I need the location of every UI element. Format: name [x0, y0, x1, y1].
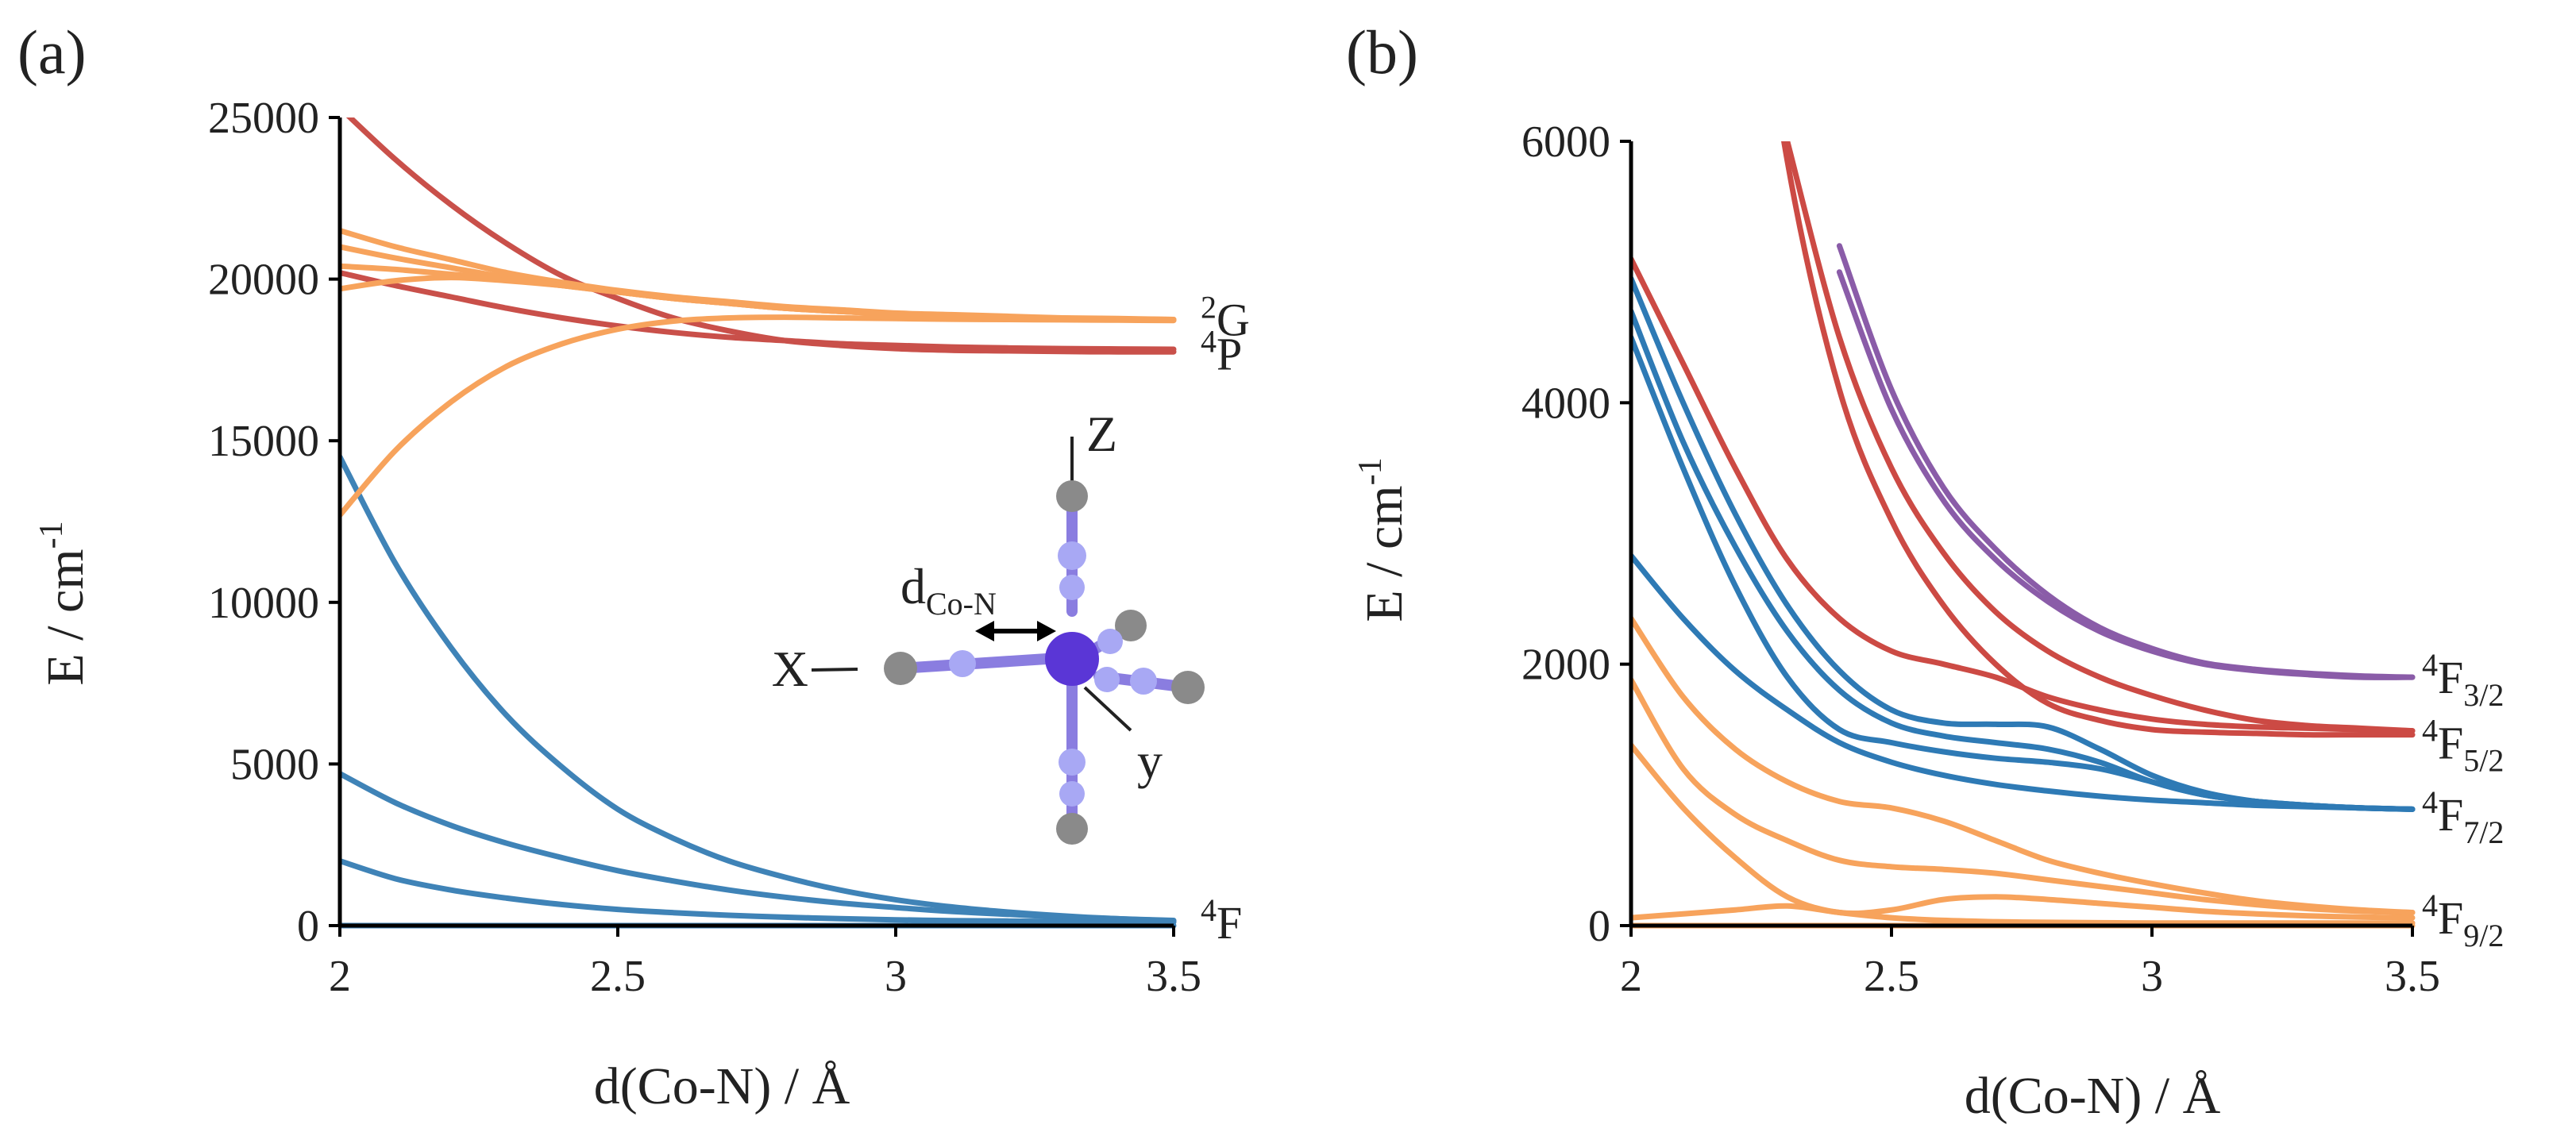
series-line-F5/2-3 — [1784, 141, 2416, 734]
series-line-F7/2-4 — [1629, 275, 2416, 812]
series-line-F3/2-1 — [1836, 269, 2416, 680]
x-tick-label: 2.5 — [1864, 952, 1919, 1001]
nitrogen-atom-top2 — [1059, 575, 1085, 600]
nitrogen-atom-back — [1097, 629, 1123, 654]
series-line-F9/2-3 — [1629, 742, 2416, 921]
y-tick-label: 0 — [297, 902, 319, 951]
panel-b-term-4F7-2: 4F7/2 — [2422, 784, 2504, 850]
series-line-4F-3 — [338, 771, 1177, 923]
inset-z-label: Z — [1086, 406, 1117, 462]
y-tick-label: 0 — [1588, 902, 1610, 951]
y-tick-label: 10000 — [208, 579, 319, 628]
x-tick-label: 2 — [329, 952, 351, 1001]
panel-a-term-4F: 4F — [1201, 892, 1242, 949]
panel-a-label: (a) — [17, 17, 87, 87]
nitrogen-atom-bottom2 — [1059, 781, 1085, 807]
panel-b: (b) E / cm-1 d(Co-N) / Å 0 2000 4000 6000 2 2… — [1346, 17, 2504, 1125]
panel-b-axes: 0 2000 4000 6000 2 2.5 3 3.5 — [1521, 117, 2440, 1001]
x-axis-stub — [811, 668, 858, 672]
y-tick-label: 6000 — [1521, 117, 1610, 167]
x-tick-label: 3.5 — [2385, 952, 2440, 1001]
series-line-4F-4 — [338, 454, 1177, 924]
inset-y-label: y — [1137, 733, 1163, 789]
series-line-2G-3 — [338, 263, 1177, 323]
panel-b-term-4F5-2: 4F5/2 — [2422, 713, 2504, 779]
series-line-F5/2-2 — [1781, 141, 2416, 738]
panel-a-term-2G: 2G — [1201, 290, 1250, 346]
panel-a: (a) E / cm-1 d(Co-N) / Å 0 5000 10000 15000… — [17, 17, 1250, 1115]
y-tick-label: 2000 — [1521, 641, 1610, 690]
panel-b-y-axis-title: E / cm-1 — [1352, 457, 1413, 622]
panel-b-term-4F3-2: 4F3/2 — [2422, 647, 2504, 713]
panel-b-x-axis-title: d(Co-N) / Å — [1965, 1067, 2221, 1125]
carbon-atom-left — [884, 652, 917, 685]
y-tick-label: 4000 — [1521, 379, 1610, 428]
panel-a-y-axis-title-base: E / cm — [37, 549, 94, 685]
nitrogen-atom-bottom — [1059, 749, 1086, 776]
y-tick-label: 5000 — [230, 740, 319, 789]
panel-b-label: (b) — [1346, 17, 1418, 87]
x-tick-label: 3 — [885, 952, 907, 1001]
octahedral-molecule-inset: Z X y dCo-N — [772, 406, 1205, 845]
cobalt-atom — [1045, 632, 1099, 686]
nitrogen-atom-right — [1094, 667, 1120, 692]
carbon-atom-top — [1056, 480, 1088, 512]
panel-a-y-axis-title: E / cm-1 — [33, 521, 94, 685]
nitrogen-atom-left — [949, 650, 976, 677]
panel-b-curves — [1629, 141, 2416, 929]
series-line-4F-2 — [338, 858, 1177, 925]
inset-x-label: X — [772, 641, 808, 697]
panel-b-y-axis-title-sup: -1 — [1352, 457, 1389, 485]
panel-a-curves — [338, 117, 1177, 929]
y-tick-label: 15000 — [208, 417, 319, 466]
series-line-F3/2-2 — [1836, 243, 2416, 680]
x-tick-label: 3 — [2141, 952, 2163, 1001]
distance-arrow-icon — [975, 621, 1056, 641]
inset-distance-label: dCo-N — [900, 558, 997, 622]
series-line-F7/2-1 — [1629, 553, 2416, 812]
panel-a-y-axis-title-sup: -1 — [33, 521, 70, 549]
nitrogen-atom-right2 — [1130, 668, 1157, 695]
y-tick-label: 25000 — [208, 94, 319, 143]
panel-a-term-4P: 4P — [1201, 323, 1242, 379]
series-line-4P-2 — [338, 270, 1177, 352]
panel-b-term-4F9-2: 4F9/2 — [2422, 888, 2504, 953]
panel-b-y-axis-title-base: E / cm — [1355, 485, 1413, 622]
carbon-atom-back — [1115, 610, 1147, 641]
series-line-F5/2-1 — [1629, 256, 2416, 734]
nitrogen-atom-top — [1058, 541, 1086, 570]
x-tick-label: 2 — [1620, 952, 1642, 1001]
series-line-F9/2-2 — [1629, 903, 2416, 926]
series-line-2G-5 — [338, 314, 1177, 518]
carbon-atom-right — [1171, 671, 1205, 704]
panel-a-axes: 0 5000 10000 15000 20000 25000 2 2.5 3 3.5 — [208, 94, 1201, 1001]
series-line-4P-1 — [345, 117, 1177, 355]
y-tick-label: 20000 — [208, 256, 319, 305]
carbon-atom-bottom — [1056, 813, 1088, 845]
x-tick-label: 2.5 — [590, 952, 646, 1001]
panel-a-x-axis-title: d(Co-N) / Å — [594, 1057, 850, 1115]
series-line-F9/2-5 — [1629, 615, 2416, 915]
series-line-F9/2-4 — [1629, 676, 2416, 915]
y-axis-stub — [1083, 686, 1132, 732]
x-tick-label: 3.5 — [1146, 952, 1201, 1001]
